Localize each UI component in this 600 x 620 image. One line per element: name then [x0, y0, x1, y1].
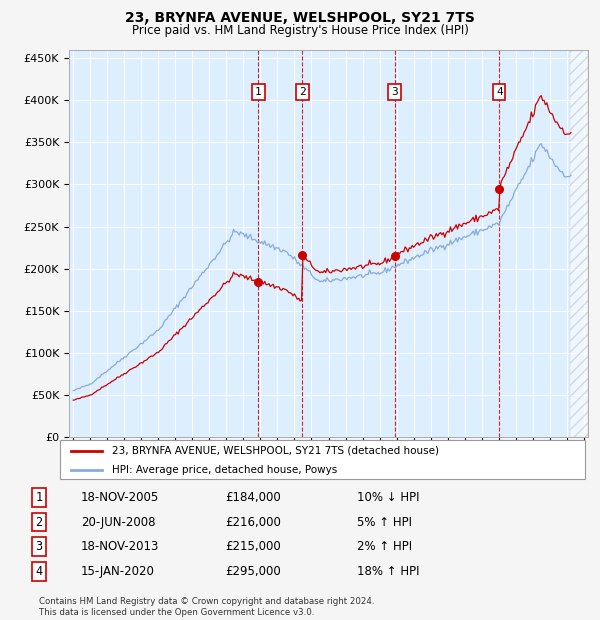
Text: 15-JAN-2020: 15-JAN-2020 — [81, 565, 155, 578]
Text: 4: 4 — [496, 87, 503, 97]
Text: 23, BRYNFA AVENUE, WELSHPOOL, SY21 7TS (detached house): 23, BRYNFA AVENUE, WELSHPOOL, SY21 7TS (… — [113, 446, 439, 456]
Text: 2: 2 — [35, 516, 43, 528]
Text: 2% ↑ HPI: 2% ↑ HPI — [357, 541, 412, 553]
Text: 20-JUN-2008: 20-JUN-2008 — [81, 516, 155, 528]
Text: 5% ↑ HPI: 5% ↑ HPI — [357, 516, 412, 528]
Text: 18% ↑ HPI: 18% ↑ HPI — [357, 565, 419, 578]
Text: 1: 1 — [255, 87, 262, 97]
Text: 10% ↓ HPI: 10% ↓ HPI — [357, 492, 419, 504]
Text: 3: 3 — [391, 87, 398, 97]
Text: Contains HM Land Registry data © Crown copyright and database right 2024.
This d: Contains HM Land Registry data © Crown c… — [39, 598, 374, 617]
Text: 4: 4 — [35, 565, 43, 578]
Text: 18-NOV-2013: 18-NOV-2013 — [81, 541, 160, 553]
Text: 3: 3 — [35, 541, 43, 553]
Text: HPI: Average price, detached house, Powys: HPI: Average price, detached house, Powy… — [113, 465, 338, 475]
Text: £215,000: £215,000 — [225, 541, 281, 553]
Text: 23, BRYNFA AVENUE, WELSHPOOL, SY21 7TS: 23, BRYNFA AVENUE, WELSHPOOL, SY21 7TS — [125, 11, 475, 25]
Text: 1: 1 — [35, 492, 43, 504]
Text: 2: 2 — [299, 87, 306, 97]
Text: £216,000: £216,000 — [225, 516, 281, 528]
Text: £295,000: £295,000 — [225, 565, 281, 578]
Text: 18-NOV-2005: 18-NOV-2005 — [81, 492, 159, 504]
Text: £184,000: £184,000 — [225, 492, 281, 504]
Text: Price paid vs. HM Land Registry's House Price Index (HPI): Price paid vs. HM Land Registry's House … — [131, 24, 469, 37]
